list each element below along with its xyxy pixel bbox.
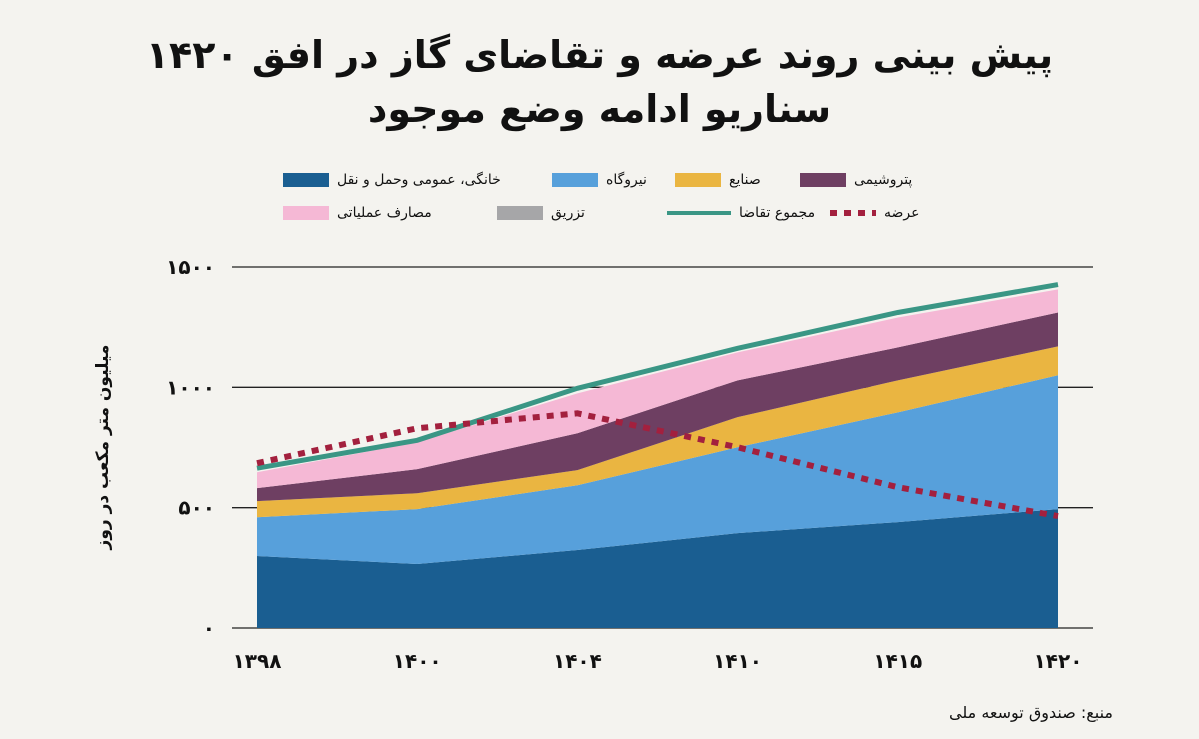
legend-label: مجموع تقاضا bbox=[739, 205, 816, 221]
legend-item: عرضه bbox=[830, 205, 919, 221]
legend-item: مصارف عملیاتی bbox=[283, 205, 432, 221]
legend-swatch bbox=[800, 173, 846, 187]
source-note: منبع: صندوق توسعه ملی bbox=[949, 703, 1113, 722]
y-tick-label: ۱۰۰۰ bbox=[166, 375, 215, 399]
chart-title: پیش بینی روند عرضه و تقاضای گاز در افق ۱… bbox=[0, 28, 1199, 136]
legend-item: نیروگاه bbox=[552, 172, 647, 188]
x-tick-label: ۱۴۱۵ bbox=[873, 649, 922, 673]
legend-label: تزریق bbox=[551, 205, 585, 221]
legend-item: تزریق bbox=[497, 205, 585, 221]
legend-label: خانگی، عمومی وحمل و نقل bbox=[337, 172, 501, 188]
legend-label: مصارف عملیاتی bbox=[337, 205, 432, 221]
legend-label: عرضه bbox=[884, 205, 920, 221]
legend-swatch bbox=[552, 173, 598, 187]
legend-swatch bbox=[675, 173, 721, 187]
legend-item: مجموع تقاضا bbox=[667, 205, 815, 221]
title-line-1: پیش بینی روند عرضه و تقاضای گاز در افق ۱… bbox=[145, 33, 1054, 77]
x-tick-label: ۱۴۲۰ bbox=[1034, 649, 1083, 673]
legend-swatch bbox=[497, 206, 543, 220]
legend-swatch bbox=[283, 173, 329, 187]
supply-line bbox=[256, 410, 1059, 520]
area-0 bbox=[257, 509, 1058, 628]
legend-item: خانگی، عمومی وحمل و نقل bbox=[283, 172, 501, 188]
legend-item: پتروشیمی bbox=[800, 172, 912, 188]
legend-swatch bbox=[830, 210, 876, 216]
legend-swatch bbox=[667, 211, 731, 215]
y-tick-label: ۵۰۰ bbox=[178, 496, 215, 520]
title-line-2: سناریو ادامه وضع موجود bbox=[367, 87, 832, 131]
x-tick-label: ۱۴۱۰ bbox=[713, 649, 762, 673]
x-tick-label: ۱۴۰۰ bbox=[393, 649, 442, 673]
legend-label: پتروشیمی bbox=[854, 172, 913, 188]
x-tick-label: ۱۳۹۸ bbox=[233, 649, 282, 673]
area-1 bbox=[257, 375, 1058, 564]
area-2 bbox=[257, 346, 1058, 518]
x-tick-label: ۱۴۰۴ bbox=[553, 649, 602, 673]
legend-label: صنایع bbox=[729, 172, 761, 188]
legend-swatch bbox=[283, 206, 329, 220]
y-tick-label: ۰ bbox=[203, 616, 215, 640]
area-4 bbox=[257, 289, 1058, 489]
legend-item: صنایع bbox=[675, 172, 761, 188]
total-demand-line bbox=[256, 282, 1059, 471]
y-tick-label: ۱۵۰۰ bbox=[166, 255, 215, 279]
legend-label: نیروگاه bbox=[606, 172, 647, 188]
